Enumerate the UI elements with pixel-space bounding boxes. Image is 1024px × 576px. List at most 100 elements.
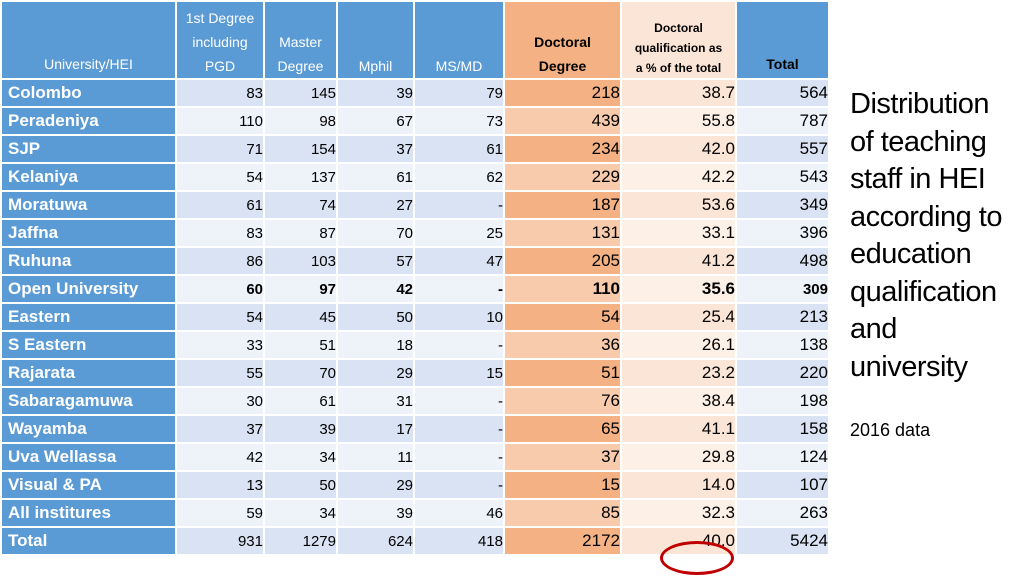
university-name-cell: Sabaragamuwa (0, 386, 177, 416)
total-cell: 198 (735, 386, 830, 416)
doctoral-degree-cell: 37 (503, 442, 622, 472)
master-degree-cell: 1279 (263, 526, 338, 556)
total-cell: 787 (735, 106, 830, 136)
master-degree-cell: 34 (263, 442, 338, 472)
total-cell: 107 (735, 470, 830, 500)
red-circle-annotation (660, 541, 734, 575)
first-degree-cell: 37 (175, 414, 265, 444)
table-row: Eastern 54 45 50 10 54 25.4 213 (0, 302, 830, 332)
header-line: MS/MD (435, 58, 483, 74)
doctoral-percent-cell: 53.6 (620, 190, 737, 220)
master-degree-cell: 87 (263, 218, 338, 248)
table-row: Visual & PA 13 50 29-15 14.0 107 (0, 470, 830, 500)
header-university: University/HEI (0, 0, 177, 80)
master-degree-cell: 103 (263, 246, 338, 276)
doctoral-degree-cell: 229 (503, 162, 622, 192)
doctoral-degree-cell: 218 (503, 78, 622, 108)
slide-title-line: of teaching (850, 125, 987, 158)
table-body: Colombo 83 145 39 79 218 38.7 564 Peradeniya 110 9… (0, 78, 830, 556)
ms-md-cell: 15 (413, 358, 505, 388)
total-cell: 124 (735, 442, 830, 472)
slide-title-line: Distribution (850, 88, 990, 120)
doctoral-percent-cell: 32.3 (620, 498, 737, 528)
table-row: Jaffna 83 87 70 25 131 33.1 396 (0, 218, 830, 248)
header-line: Degree (538, 58, 587, 74)
doctoral-percent-cell: 35.6 (620, 274, 737, 304)
total-cell: 220 (735, 358, 830, 388)
university-name-cell: Uva Wellassa (0, 442, 177, 472)
ms-md-cell: - (413, 330, 505, 360)
total-cell: 263 (735, 498, 830, 528)
university-name-cell: Ruhuna (0, 246, 177, 276)
header-first-degree: 1st Degree including PGD (175, 0, 265, 80)
university-name-cell: Eastern (0, 302, 177, 332)
header-doctoral-percent: Doctoral qualification as a % of the total (620, 0, 737, 80)
header-line: Mphil (358, 58, 393, 74)
doctoral-degree-cell: 131 (503, 218, 622, 248)
doctoral-degree-cell: 36 (503, 330, 622, 360)
header-total: Total (735, 0, 830, 80)
header-line: Master (279, 34, 322, 50)
doctoral-percent-cell: 25.4 (620, 302, 737, 332)
doctoral-degree-cell: 85 (503, 498, 622, 528)
first-degree-cell: 54 (175, 302, 265, 332)
table-row: Open University 60 97 42-110 35.6 309 (0, 274, 830, 304)
slide-title: Distribution of teaching staff in HEI accor… (850, 86, 1024, 386)
total-cell: 309 (735, 274, 830, 304)
teaching-staff-table: University/HEI 1st Degree including PGD Mast… (0, 0, 830, 556)
mphil-cell: 57 (336, 246, 415, 276)
header-line: a % of the total (635, 61, 722, 75)
first-degree-cell: 60 (175, 274, 265, 304)
mphil-cell: 29 (336, 470, 415, 500)
mphil-cell: 11 (336, 442, 415, 472)
table-row: Rajarata 55 70 29 15 51 23.2 220 (0, 358, 830, 388)
table-row: Kelaniya 54 137 61 62 229 42.2 543 (0, 162, 830, 192)
header-line: Total (766, 56, 799, 72)
university-name-cell: Colombo (0, 78, 177, 108)
master-degree-cell: 97 (263, 274, 338, 304)
doctoral-percent-cell: 42.2 (620, 162, 737, 192)
master-degree-cell: 137 (263, 162, 338, 192)
master-degree-cell: 74 (263, 190, 338, 220)
mphil-cell: 29 (336, 358, 415, 388)
total-cell: 564 (735, 78, 830, 108)
header-line: Doctoral (654, 21, 703, 35)
slide-title-line: qualification (850, 275, 997, 308)
master-degree-cell: 51 (263, 330, 338, 360)
first-degree-cell: 110 (175, 106, 265, 136)
mphil-cell: 39 (336, 78, 415, 108)
first-degree-cell: 13 (175, 470, 265, 500)
header-line: University/HEI (44, 56, 133, 72)
doctoral-degree-cell: 439 (503, 106, 622, 136)
master-degree-cell: 98 (263, 106, 338, 136)
total-cell: 349 (735, 190, 830, 220)
ms-md-cell: - (413, 386, 505, 416)
university-name-cell: Moratuwa (0, 190, 177, 220)
slide-subtitle: 2016 data (850, 420, 931, 440)
ms-md-cell: 62 (413, 162, 505, 192)
first-degree-cell: 54 (175, 162, 265, 192)
mphil-cell: 37 (336, 134, 415, 164)
first-degree-cell: 33 (175, 330, 265, 360)
mphil-cell: 31 (336, 386, 415, 416)
mphil-cell: 39 (336, 498, 415, 528)
slide-title-line: staff in HEI (850, 163, 986, 195)
master-degree-cell: 45 (263, 302, 338, 332)
master-degree-cell: 145 (263, 78, 338, 108)
master-degree-cell: 34 (263, 498, 338, 528)
doctoral-degree-cell: 110 (503, 274, 622, 304)
table-row: Peradeniya 110 98 67 73 439 55.8 787 (0, 106, 830, 136)
mphil-cell: 70 (336, 218, 415, 248)
mphil-cell: 27 (336, 190, 415, 220)
doctoral-degree-cell: 76 (503, 386, 622, 416)
mphil-cell: 67 (336, 106, 415, 136)
total-cell: 158 (735, 414, 830, 444)
ms-md-cell: 47 (413, 246, 505, 276)
mphil-cell: 42 (336, 274, 415, 304)
doctoral-percent-cell: 38.7 (620, 78, 737, 108)
university-name-cell: SJP (0, 134, 177, 164)
first-degree-cell: 55 (175, 358, 265, 388)
ms-md-cell: 46 (413, 498, 505, 528)
total-cell: 138 (735, 330, 830, 360)
doctoral-percent-cell: 14.0 (620, 470, 737, 500)
